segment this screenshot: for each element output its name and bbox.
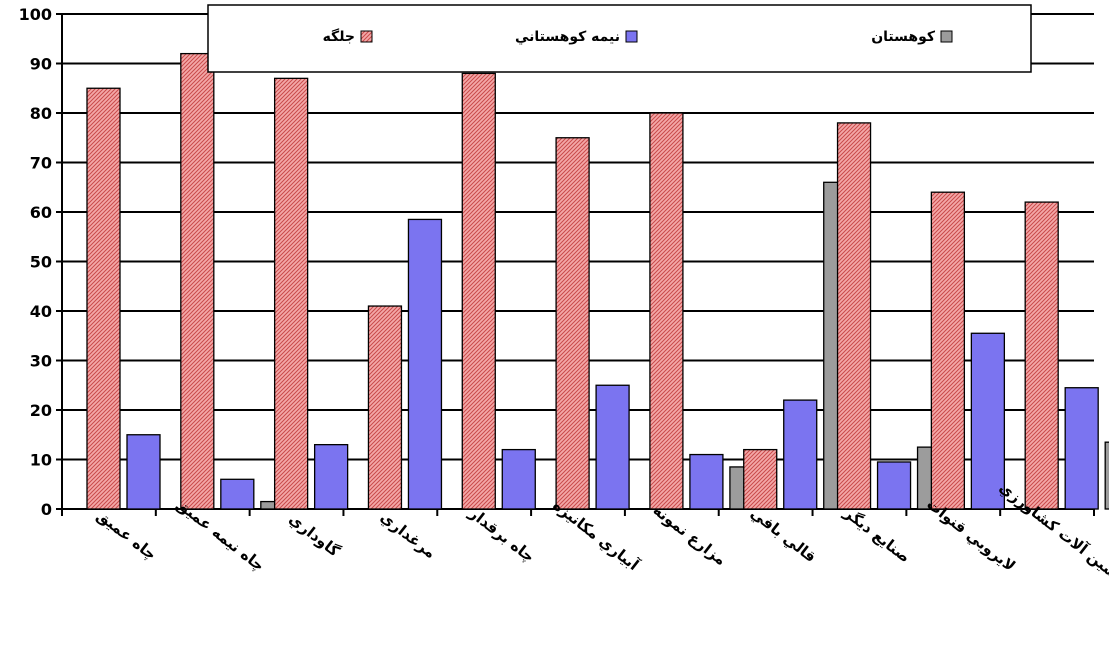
y-tick-labels: 0 10 20 30 40 50 60 70 80 90 100: [19, 5, 52, 519]
bar-jolge: [273, 77, 309, 510]
legend-label-kuhestan: كوهستان: [871, 29, 936, 45]
y-tick-label: 70: [30, 154, 52, 173]
bar-nime-kuhestani: [501, 448, 536, 510]
bar-nime-kuhestani: [876, 461, 912, 510]
y-tick-label: 50: [30, 253, 52, 272]
y-tick-label: 0: [41, 500, 52, 519]
category-label: گاوداري: [285, 510, 343, 561]
bar-nime-kuhestani: [126, 434, 161, 510]
bar-jolge: [1024, 201, 1059, 510]
bar-kuhestan: [1104, 441, 1109, 510]
legend-swatch-kuhestan: [940, 30, 953, 43]
bar-nime-kuhestani: [970, 332, 1006, 510]
bar-jolge: [461, 72, 496, 510]
category-label: قالي بافي: [747, 504, 819, 566]
y-tick-label: 80: [30, 104, 52, 123]
y-tick-label: 20: [30, 401, 52, 420]
bar-nime-kuhestani: [220, 478, 255, 510]
category-label: چاه برقدار: [464, 503, 538, 566]
y-tick-label: 40: [30, 302, 52, 321]
legend: جلگه نيمه كوهستاني كوهستان: [207, 4, 1032, 73]
y-tick-label: 30: [30, 352, 52, 371]
bar-nime-kuhestani: [1064, 387, 1099, 510]
bar-jolge: [930, 191, 966, 510]
bar-nime-kuhestani: [313, 443, 349, 510]
bars: [86, 52, 1109, 510]
bar-jolge: [836, 122, 872, 510]
bar-jolge: [180, 52, 215, 510]
legend-label-nime-kuhestani: نيمه كوهستاني: [515, 29, 620, 45]
category-label: مزارع نمونه: [649, 501, 729, 569]
legend-swatch-nime-kuhestani: [625, 30, 638, 43]
category-label: صنايع ديگر: [840, 503, 914, 566]
bar-nime-kuhestani: [595, 384, 630, 510]
y-tick-label: 10: [30, 451, 52, 470]
y-tick-label: 100: [19, 5, 52, 24]
category-label: چاه عميق: [93, 506, 160, 564]
y-tick-label: 60: [30, 203, 52, 222]
bar-jolge: [367, 305, 403, 510]
y-tick-label: 90: [30, 55, 52, 74]
bar-jolge: [743, 448, 778, 510]
bar-jolge: [86, 87, 121, 510]
bar-jolge: [649, 112, 684, 510]
bar-nime-kuhestani: [407, 218, 443, 510]
bar-nime-kuhestani: [783, 399, 818, 510]
legend-label-jolge: جلگه: [323, 28, 355, 45]
legend-box: [207, 4, 1032, 73]
bar-nime-kuhestani: [689, 453, 724, 510]
category-label: مرغداري: [376, 508, 439, 563]
bar-jolge: [555, 137, 590, 510]
legend-swatch-jolge: [360, 30, 373, 43]
